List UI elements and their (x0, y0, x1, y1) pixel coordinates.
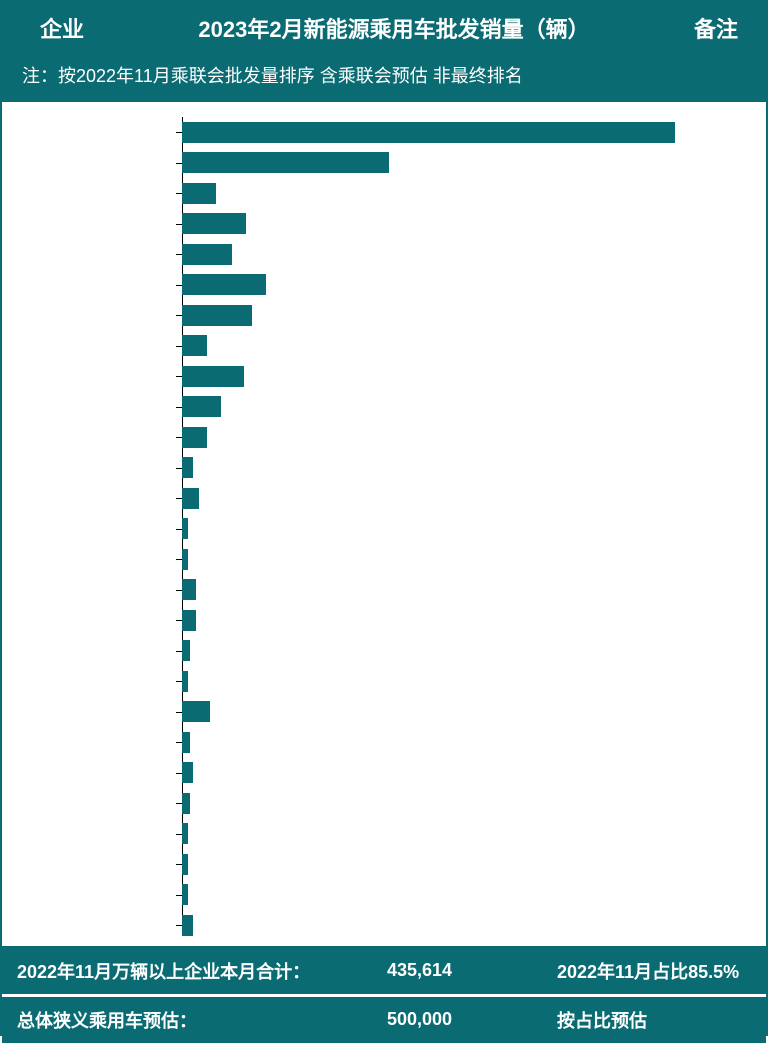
bar (182, 213, 246, 234)
axis-tick (176, 712, 182, 713)
axis-tick (176, 773, 182, 774)
bar-row (182, 788, 746, 819)
bar (182, 244, 232, 265)
footer: 2022年11月万辆以上企业本月合计： 435,614 2022年11月占比85… (2, 946, 766, 1043)
bar-row (182, 544, 746, 575)
bar (182, 152, 389, 173)
bar-row (182, 178, 746, 209)
bar-row (182, 453, 746, 484)
axis-tick (176, 742, 182, 743)
bars-group (182, 117, 746, 941)
bar-row (182, 849, 746, 880)
bar-row (182, 575, 746, 606)
footer-row-total: 2022年11月万辆以上企业本月合计： 435,614 2022年11月占比85… (2, 948, 766, 997)
axis-tick (176, 895, 182, 896)
bar-row (182, 880, 746, 911)
axis-tick (176, 407, 182, 408)
footer-estimate-extra: 按占比预估 (537, 1007, 751, 1033)
axis-tick (176, 193, 182, 194)
bar (182, 640, 190, 661)
axis-tick (176, 834, 182, 835)
bar (182, 854, 188, 875)
axis-tick (176, 315, 182, 316)
axis-tick (176, 681, 182, 682)
bar-row (182, 483, 746, 514)
axis-tick (176, 620, 182, 621)
axis-tick (176, 254, 182, 255)
bar (182, 762, 193, 783)
bar-row (182, 727, 746, 758)
bar (182, 793, 190, 814)
bar-row (182, 605, 746, 636)
bar-row (182, 392, 746, 423)
header-company: 企业 (2, 12, 122, 44)
bar (182, 488, 199, 509)
bar (182, 183, 216, 204)
bar (182, 579, 196, 600)
header-remark: 备注 (666, 12, 766, 44)
axis-tick (176, 285, 182, 286)
bar-row (182, 697, 746, 728)
bar-row (182, 361, 746, 392)
bar (182, 915, 193, 936)
bar (182, 549, 188, 570)
chart-container: 企业 2023年2月新能源乘用车批发销量（辆） 备注 注：按2022年11月乘联… (0, 0, 768, 1036)
bar-row (182, 422, 746, 453)
axis-tick (176, 529, 182, 530)
footer-total-label: 2022年11月万辆以上企业本月合计： (17, 958, 387, 984)
bar-row (182, 209, 746, 240)
bar (182, 335, 207, 356)
bar-row (182, 239, 746, 270)
axis-tick (176, 224, 182, 225)
axis-tick (176, 498, 182, 499)
bar (182, 122, 675, 143)
axis-tick (176, 559, 182, 560)
bar-row (182, 758, 746, 789)
chart-area (2, 102, 766, 946)
bar-row (182, 300, 746, 331)
bar-row (182, 910, 746, 941)
bar (182, 732, 190, 753)
bar-row (182, 666, 746, 697)
bar-row (182, 270, 746, 301)
bar-row (182, 148, 746, 179)
axis-tick (176, 468, 182, 469)
bar (182, 671, 188, 692)
note-text: 注：按2022年11月乘联会批发量排序 含乘联会预估 非最终排名 (2, 54, 766, 102)
axis-tick (176, 651, 182, 652)
bar-row (182, 819, 746, 850)
bar (182, 610, 196, 631)
axis-tick (176, 803, 182, 804)
bar (182, 518, 188, 539)
axis-tick (176, 864, 182, 865)
footer-estimate-label: 总体狭义乘用车预估： (17, 1007, 387, 1033)
header-row: 企业 2023年2月新能源乘用车批发销量（辆） 备注 (2, 2, 766, 54)
bar (182, 274, 266, 295)
axis-tick (176, 346, 182, 347)
bar (182, 366, 244, 387)
header-title: 2023年2月新能源乘用车批发销量（辆） (122, 12, 666, 44)
bar-row (182, 636, 746, 667)
axis-tick (176, 590, 182, 591)
bar (182, 305, 252, 326)
footer-total-extra: 2022年11月占比85.5% (537, 958, 751, 984)
bar-row (182, 514, 746, 545)
bar-row (182, 117, 746, 148)
axis-tick (176, 132, 182, 133)
axis-tick (176, 163, 182, 164)
footer-total-value: 435,614 (387, 960, 537, 981)
bar (182, 701, 210, 722)
bar (182, 427, 207, 448)
axis-tick (176, 376, 182, 377)
footer-estimate-value: 500,000 (387, 1009, 537, 1030)
bar (182, 823, 188, 844)
bar (182, 396, 221, 417)
bar (182, 884, 188, 905)
bar (182, 457, 193, 478)
axis-tick (176, 925, 182, 926)
bar-row (182, 331, 746, 362)
axis-tick (176, 437, 182, 438)
